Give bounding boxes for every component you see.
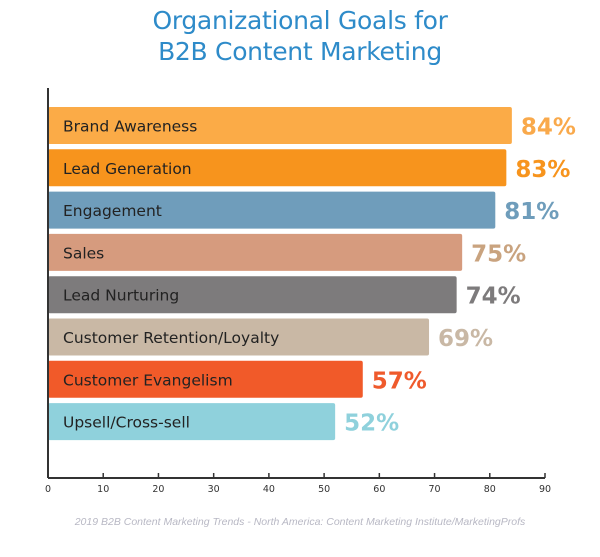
- bar-value-label: 52%: [344, 411, 399, 437]
- bar-category-label: Lead Generation: [63, 160, 192, 178]
- bar: [48, 149, 507, 187]
- bar-value-label: 83%: [515, 157, 570, 183]
- bar-category-label: Customer Retention/Loyalty: [63, 329, 279, 347]
- bar-value-label: 84%: [521, 115, 576, 141]
- bar-category-label: Customer Evangelism: [63, 371, 233, 389]
- bar: [48, 233, 463, 271]
- bar-category-label: Brand Awareness: [63, 118, 197, 136]
- bar: [48, 318, 430, 356]
- bar: [48, 191, 496, 229]
- bar-category-label: Lead Nurturing: [63, 287, 179, 305]
- chart-title-line-2: B2B Content Marketing: [158, 37, 442, 66]
- bar: [48, 276, 457, 314]
- x-tick-label: 90: [539, 484, 551, 495]
- bar-value-label: 81%: [504, 199, 559, 225]
- bar-value-label: 74%: [466, 284, 521, 310]
- bar-category-label: Engagement: [63, 202, 162, 220]
- bar: [48, 403, 336, 441]
- bar: [48, 107, 512, 144]
- bar: [48, 360, 363, 398]
- bar-value-label: 75%: [471, 241, 526, 267]
- bar-value-label: 69%: [438, 326, 493, 352]
- x-tick-label: 0: [45, 484, 51, 495]
- bar-value-label: 57%: [372, 368, 427, 394]
- source-caption: 2019 B2B Content Marketing Trends - Nort…: [74, 516, 526, 528]
- bar-category-label: Upsell/Cross-sell: [63, 414, 190, 432]
- chart-title-line-1: Organizational Goals for: [152, 6, 448, 35]
- x-tick-label: 20: [152, 484, 164, 495]
- x-tick-label: 10: [97, 484, 109, 495]
- x-tick-label: 30: [208, 484, 220, 495]
- x-tick-label: 60: [373, 484, 385, 495]
- x-tick-label: 40: [263, 484, 275, 495]
- x-tick-label: 80: [484, 484, 496, 495]
- x-tick-label: 50: [318, 484, 330, 495]
- x-tick-label: 70: [429, 484, 441, 495]
- bar-category-label: Sales: [63, 244, 104, 262]
